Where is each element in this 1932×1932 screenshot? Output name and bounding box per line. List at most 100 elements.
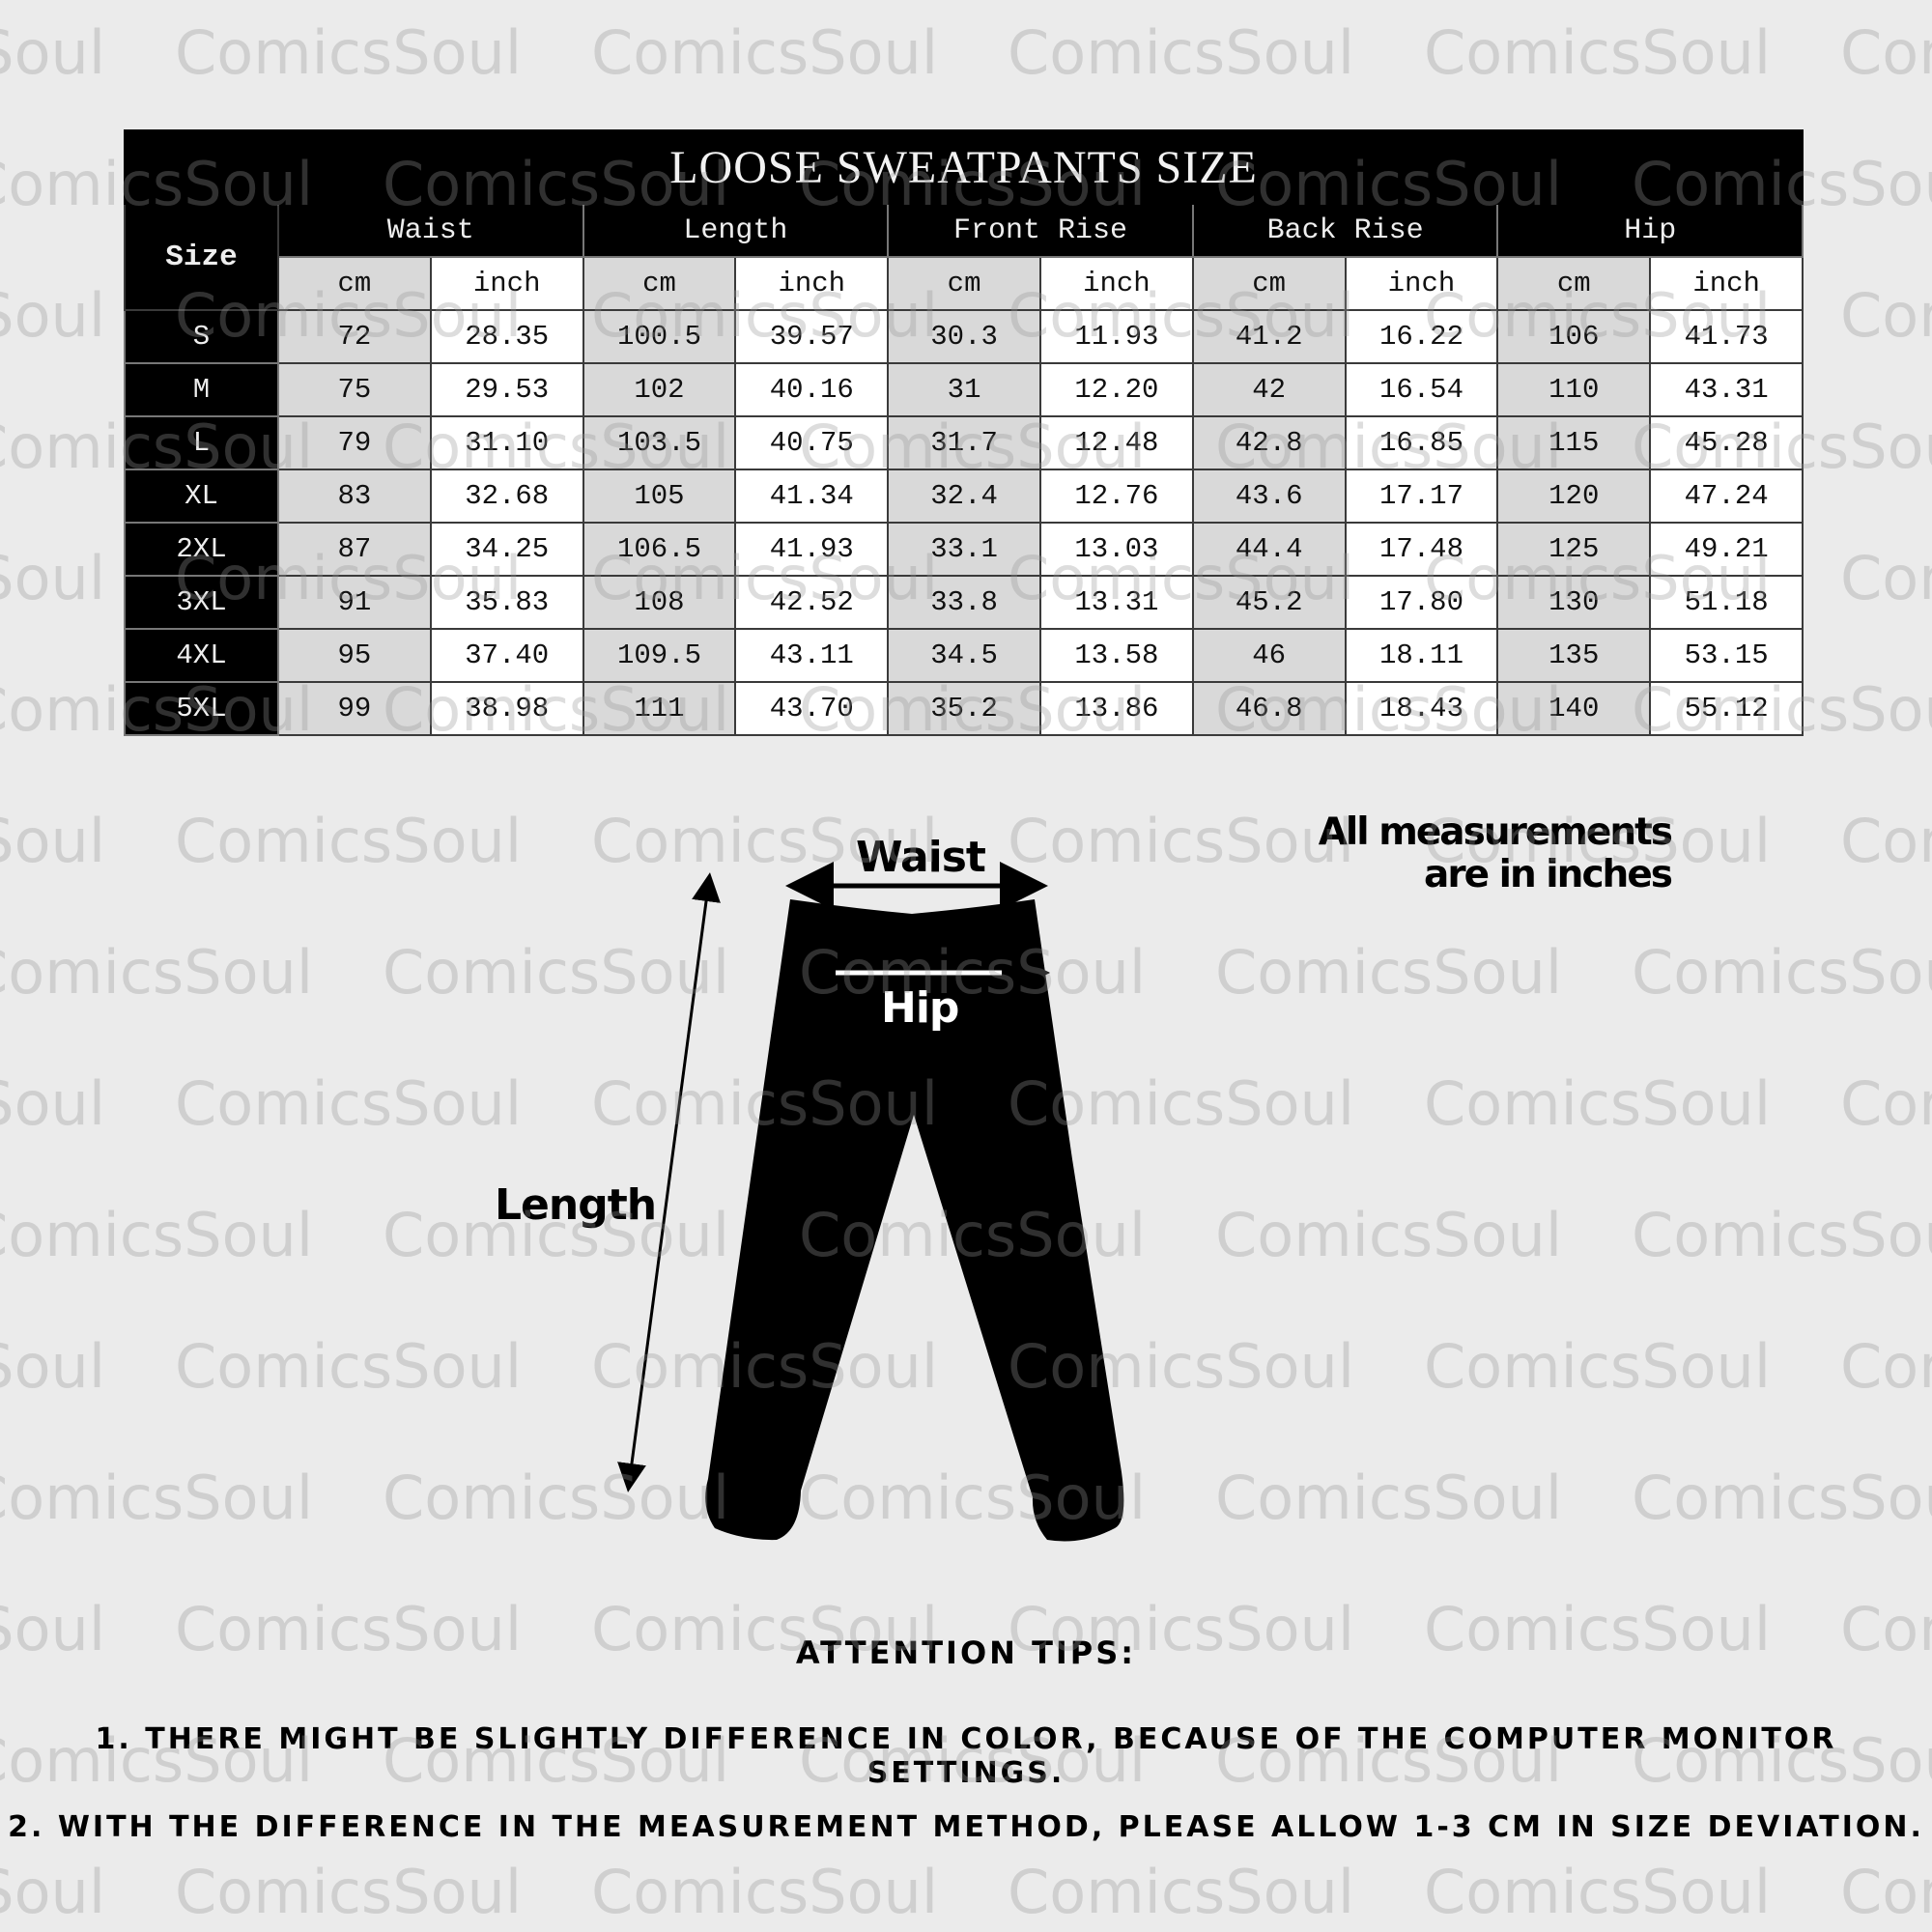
tips-line-1: 1. THERE MIGHT BE SLIGHTLY DIFFERENCE IN…: [95, 1722, 1837, 1790]
inch-value-cell: 53.15: [1649, 628, 1804, 683]
cm-value-cell: 106.5: [582, 522, 737, 577]
inch-value-cell: 55.12: [1649, 681, 1804, 736]
cm-value-cell: 44.4: [1191, 522, 1347, 577]
unit-header-cm: cm: [582, 256, 737, 311]
inch-value-cell: 39.57: [734, 309, 890, 364]
inch-value-cell: 13.03: [1038, 522, 1194, 577]
inch-value-cell: 13.86: [1038, 681, 1194, 736]
unit-header-cm: cm: [887, 256, 1041, 311]
cm-value-cell: 95: [277, 628, 432, 683]
inch-value-cell: 41.93: [734, 522, 890, 577]
unit-header-cm: cm: [1496, 256, 1652, 311]
group-header-row: Size Waist Length Front Rise Back Rise Hip: [124, 203, 1804, 311]
cm-value-cell: 91: [277, 575, 432, 630]
inch-value-cell: 12.48: [1038, 415, 1194, 470]
inch-value-cell: 32.68: [429, 469, 584, 524]
cm-value-cell: 83: [277, 469, 432, 524]
group-header: Back Rise: [1191, 203, 1499, 258]
inch-value-cell: 29.53: [429, 362, 584, 417]
cm-value-cell: 32.4: [887, 469, 1041, 524]
size-header: Size: [124, 203, 279, 311]
cm-value-cell: 42: [1191, 362, 1347, 417]
inch-value-cell: 42.52: [734, 575, 890, 630]
unit-header-cm: cm: [1191, 256, 1347, 311]
unit-header-inch: inch: [429, 256, 584, 311]
cm-value-cell: 79: [277, 415, 432, 470]
inch-value-cell: 28.35: [429, 309, 584, 364]
inch-value-cell: 12.20: [1038, 362, 1194, 417]
group-header: Front Rise: [887, 203, 1194, 258]
table-row: 5XL 99 38.98 111 43.70 35.2 13.86 46.8 18.43 140 5…: [124, 681, 1804, 736]
sweatpants-icon: [705, 899, 1124, 1542]
inch-value-cell: 17.80: [1344, 575, 1499, 630]
cm-value-cell: 109.5: [582, 628, 737, 683]
size-cell: M: [124, 362, 279, 417]
cm-value-cell: 111: [582, 681, 737, 736]
unit-header-inch: inch: [1344, 256, 1499, 311]
inch-value-cell: 16.22: [1344, 309, 1499, 364]
cm-value-cell: 140: [1496, 681, 1652, 736]
inch-value-cell: 43.31: [1649, 362, 1804, 417]
cm-value-cell: 46.8: [1191, 681, 1347, 736]
hip-label: Hip: [881, 983, 959, 1033]
table-row: L 79 31.10 103.5 40.75 31.7 12.48 42.8 16.85 115 4…: [124, 415, 1804, 470]
table-row: M 75 29.53 102 40.16 31 12.20 42 16.54 110 43.31: [124, 362, 1804, 417]
inch-value-cell: 31.10: [429, 415, 584, 470]
cm-value-cell: 33.1: [887, 522, 1041, 577]
group-header: Waist: [277, 203, 584, 258]
table-row: 2XL 87 34.25 106.5 41.93 33.1 13.03 44.4 17.48 12…: [124, 522, 1804, 577]
cm-value-cell: 135: [1496, 628, 1652, 683]
table-title-row: LOOSE SWEATPANTS SIZE: [123, 129, 1804, 205]
tips-line-2: 2. WITH THE DIFFERENCE IN THE MEASUREMEN…: [8, 1810, 1924, 1844]
inch-value-cell: 43.11: [734, 628, 890, 683]
inch-value-cell: 13.58: [1038, 628, 1194, 683]
cm-value-cell: 72: [277, 309, 432, 364]
cm-value-cell: 108: [582, 575, 737, 630]
inch-value-cell: 51.18: [1649, 575, 1804, 630]
size-cell: L: [124, 415, 279, 470]
cm-value-cell: 120: [1496, 469, 1652, 524]
inch-value-cell: 40.16: [734, 362, 890, 417]
cm-value-cell: 46: [1191, 628, 1347, 683]
cm-value-cell: 99: [277, 681, 432, 736]
cm-value-cell: 35.2: [887, 681, 1041, 736]
cm-value-cell: 130: [1496, 575, 1652, 630]
unit-header-inch: inch: [1038, 256, 1194, 311]
cm-value-cell: 33.8: [887, 575, 1041, 630]
inch-value-cell: 17.17: [1344, 469, 1499, 524]
inch-value-cell: 40.75: [734, 415, 890, 470]
cm-value-cell: 87: [277, 522, 432, 577]
length-label: Length: [495, 1180, 657, 1230]
inch-value-cell: 11.93: [1038, 309, 1194, 364]
inch-value-cell: 17.48: [1344, 522, 1499, 577]
size-cell: S: [124, 309, 279, 364]
cm-value-cell: 75: [277, 362, 432, 417]
table-row: 4XL 95 37.40 109.5 43.11 34.5 13.58 46 18.11 135 5…: [124, 628, 1804, 683]
size-cell: XL: [124, 469, 279, 524]
size-table: LOOSE SWEATPANTS SIZE Size Waist Length Fro…: [123, 129, 1804, 736]
inch-value-cell: 49.21: [1649, 522, 1804, 577]
cm-value-cell: 102: [582, 362, 737, 417]
cm-value-cell: 31: [887, 362, 1041, 417]
inch-value-cell: 16.85: [1344, 415, 1499, 470]
cm-value-cell: 41.2: [1191, 309, 1347, 364]
inch-value-cell: 45.28: [1649, 415, 1804, 470]
inch-value-cell: 41.34: [734, 469, 890, 524]
inch-value-cell: 13.31: [1038, 575, 1194, 630]
cm-value-cell: 125: [1496, 522, 1652, 577]
size-cell: 2XL: [124, 522, 279, 577]
size-cell: 4XL: [124, 628, 279, 683]
cm-value-cell: 115: [1496, 415, 1652, 470]
unit-header-row: cm inch cm inch cm inch cm inch cm inch: [125, 256, 1804, 311]
length-arrow: [617, 872, 721, 1492]
unit-header-cm: cm: [277, 256, 432, 311]
size-cell: 5XL: [124, 681, 279, 736]
inch-value-cell: 35.83: [429, 575, 584, 630]
waist-label: Waist: [856, 833, 986, 882]
inch-value-cell: 47.24: [1649, 469, 1804, 524]
inch-value-cell: 41.73: [1649, 309, 1804, 364]
cm-value-cell: 106: [1496, 309, 1652, 364]
inch-value-cell: 18.11: [1344, 628, 1499, 683]
cm-value-cell: 45.2: [1191, 575, 1347, 630]
cm-value-cell: 43.6: [1191, 469, 1347, 524]
